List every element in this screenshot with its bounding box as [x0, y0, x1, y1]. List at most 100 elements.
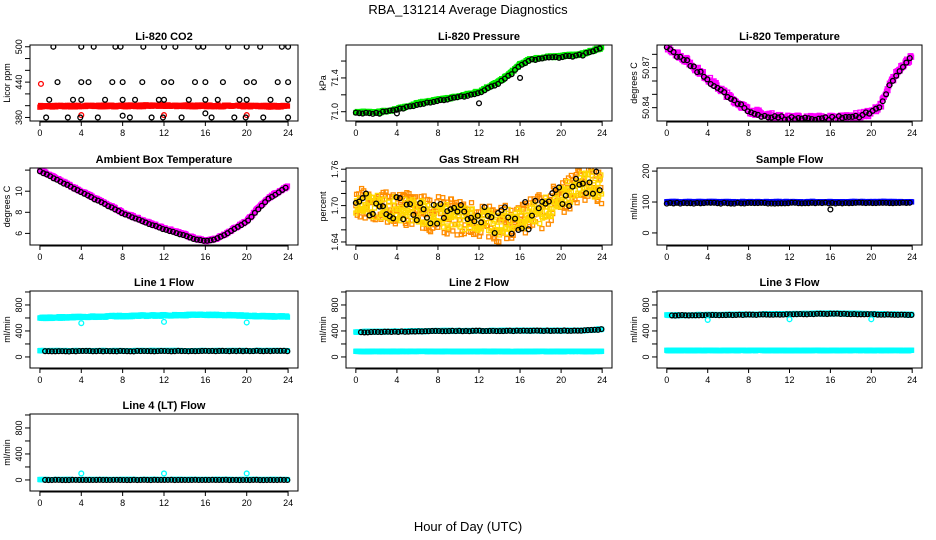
data-point-raw: [260, 114, 267, 121]
x-tick-label: 0: [664, 252, 669, 262]
plot-area: [36, 168, 291, 245]
data-point-avg: [531, 219, 537, 225]
data-point-raw: [791, 116, 799, 121]
data-point-raw: [250, 79, 258, 86]
data-point-raw: [250, 348, 257, 355]
y-tick-label: 0: [14, 354, 24, 359]
data-point-raw: [562, 52, 569, 60]
data-point-raw: [159, 114, 167, 121]
data-point-raw: [202, 110, 209, 117]
data-point-raw: [406, 103, 414, 110]
x-tick-label: 0: [37, 252, 42, 262]
data-point-raw: [704, 76, 711, 83]
x-tick-label: 24: [907, 252, 917, 262]
data-point-raw: [434, 98, 441, 105]
x-tick-label: 24: [283, 375, 293, 385]
data-point-raw: [82, 347, 90, 355]
data-point-raw: [802, 114, 809, 121]
data-point-raw: [808, 199, 815, 206]
data-point-avg-outline: [598, 200, 605, 207]
x-tick-label: 4: [79, 252, 84, 262]
data-point-raw: [788, 199, 795, 206]
data-point-avg: [478, 226, 485, 232]
data-point-raw: [778, 200, 785, 207]
data-point-avg-outline: [574, 200, 580, 206]
data-point-raw: [405, 328, 412, 335]
data-point-avg-outline: [412, 194, 419, 200]
data-point-raw: [555, 54, 563, 61]
data-point-avg-outline: [444, 231, 450, 237]
panel-title: Line 1 Flow: [134, 277, 194, 289]
data-point-raw: [862, 109, 869, 116]
data-point-raw: [388, 328, 395, 335]
data-point-raw: [872, 200, 880, 207]
data-point-raw: [64, 114, 71, 121]
x-tick-label: 24: [283, 128, 293, 138]
y-tick-label: 100: [641, 195, 651, 210]
data-point-avg: [445, 225, 451, 231]
data-point-raw: [439, 328, 446, 335]
data-point-raw: [522, 198, 529, 206]
data-point-raw: [62, 348, 69, 355]
data-point-raw: [134, 347, 141, 354]
data-point-raw: [883, 199, 890, 206]
data-point-raw: [263, 347, 270, 354]
data-point-raw: [257, 45, 264, 50]
data-point-raw: [906, 55, 913, 62]
data-point-raw: [869, 200, 876, 207]
data-point-raw: [758, 199, 765, 206]
x-tick-label: 20: [242, 128, 252, 138]
x-axis-label: Hour of Day (UTC): [414, 519, 522, 534]
data-point-avg: [467, 225, 473, 232]
data-point-raw: [368, 328, 375, 336]
x-tick-label: 12: [159, 252, 169, 262]
data-point-raw: [395, 328, 402, 335]
y-tick-label: 0: [641, 230, 651, 235]
data-point-raw: [532, 56, 539, 63]
data-point-raw: [545, 54, 552, 61]
data-point-raw: [488, 83, 495, 90]
data-point-raw: [357, 329, 365, 336]
data-point-raw: [503, 327, 510, 334]
data-point-raw: [401, 328, 409, 335]
data-point-raw: [493, 328, 500, 335]
x-tick-label: 8: [120, 252, 125, 262]
data-point-raw: [447, 206, 454, 213]
x-tick-label: 8: [435, 252, 440, 262]
plot-area: [352, 168, 605, 245]
y-axis-label: kPa: [318, 75, 328, 91]
data-point-raw: [484, 212, 491, 219]
data-point-raw: [185, 96, 192, 103]
data-point-raw: [731, 200, 738, 207]
y-tick-label: 0: [330, 354, 340, 359]
data-point-raw: [562, 192, 569, 199]
data-point-raw: [791, 199, 799, 206]
data-point-raw: [734, 100, 741, 107]
data-point-raw: [812, 116, 819, 121]
data-point-raw: [714, 200, 721, 207]
data-point-raw: [886, 199, 893, 207]
data-point-raw: [764, 114, 772, 121]
data-point-raw: [528, 212, 536, 219]
data-point-raw: [508, 230, 515, 237]
data-point-raw: [200, 45, 207, 50]
data-point-raw: [845, 113, 853, 121]
data-point-raw: [518, 225, 525, 232]
data-point-avg-outline: [539, 225, 545, 232]
data-point-raw: [171, 348, 178, 355]
data-point-raw: [532, 197, 539, 204]
data-point-raw: [420, 100, 427, 107]
data-point-raw: [663, 200, 670, 207]
data-point-raw: [243, 96, 250, 103]
data-point-raw: [454, 208, 461, 215]
data-point-raw: [584, 327, 591, 334]
data-point-raw: [452, 328, 459, 335]
data-point-avg: [483, 219, 490, 226]
y-tick-label: 380: [14, 110, 24, 125]
data-point-raw: [164, 348, 171, 355]
data-point-raw: [457, 202, 464, 209]
data-point-raw: [775, 114, 782, 121]
